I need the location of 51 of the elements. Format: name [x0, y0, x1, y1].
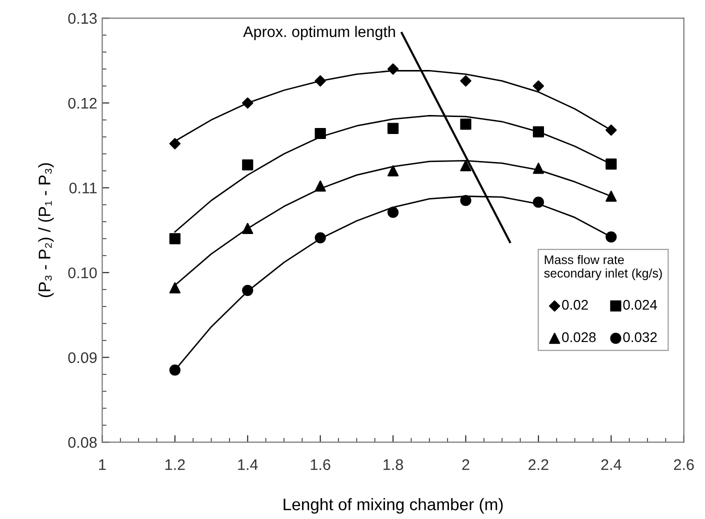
point: [606, 190, 617, 202]
y-axis-title: (P₃ - P₂) / (P₁ - P₃): [38, 163, 54, 298]
x-axis-title: Lenght of mixing chamber (m): [284, 498, 503, 514]
x-tick-label: 2.4: [601, 459, 622, 470]
point: [460, 160, 472, 172]
x-tick-label: 1.6: [310, 459, 330, 470]
point: [606, 158, 617, 170]
point: [606, 124, 617, 136]
annotation: Aprox. optimum length: [243, 26, 395, 40]
point: [314, 232, 326, 244]
point: [242, 159, 254, 170]
legend-label: 0.02: [562, 300, 588, 310]
point: [242, 222, 254, 234]
point: [460, 75, 472, 87]
point: [387, 206, 399, 218]
legend-label: 0.028: [562, 332, 596, 342]
y-tick-label: 0.08: [68, 437, 97, 448]
x-tick-label: 2: [462, 459, 470, 470]
x-tick-label: 1.8: [384, 459, 403, 470]
point: [314, 75, 326, 87]
point: [314, 128, 326, 140]
point: [387, 63, 399, 75]
point: [532, 80, 544, 92]
point: [169, 138, 181, 150]
legend-label: 0.032: [623, 332, 657, 342]
y-tick-label: 0.12: [68, 98, 97, 109]
x-tick-label: 1: [99, 459, 106, 470]
x-tick-label: 1.2: [165, 459, 185, 470]
point: [242, 284, 254, 296]
point: [460, 194, 472, 206]
point: [169, 364, 180, 376]
legend-title: Mass flow rate secondary inlet (kg/s): [544, 254, 662, 280]
x-tick-label: 2.2: [528, 459, 548, 470]
point: [314, 180, 326, 192]
x-tick-label: 2.6: [674, 459, 694, 470]
point: [532, 126, 544, 138]
point: [169, 282, 180, 294]
y-tick-label: 0.10: [68, 267, 97, 278]
point: [242, 97, 254, 109]
point: [460, 118, 472, 130]
y-tick-label: 0.09: [68, 352, 97, 364]
point: [387, 165, 399, 176]
y-tick-label: 0.13: [68, 13, 97, 24]
y-tick-label: 0.11: [69, 182, 97, 194]
point: [532, 196, 544, 208]
point: [532, 162, 544, 174]
legend-label: 0.024: [623, 300, 658, 310]
x-tick-label: 1.4: [238, 459, 258, 470]
point: [387, 122, 399, 134]
point: [169, 233, 180, 244]
point: [606, 231, 617, 243]
